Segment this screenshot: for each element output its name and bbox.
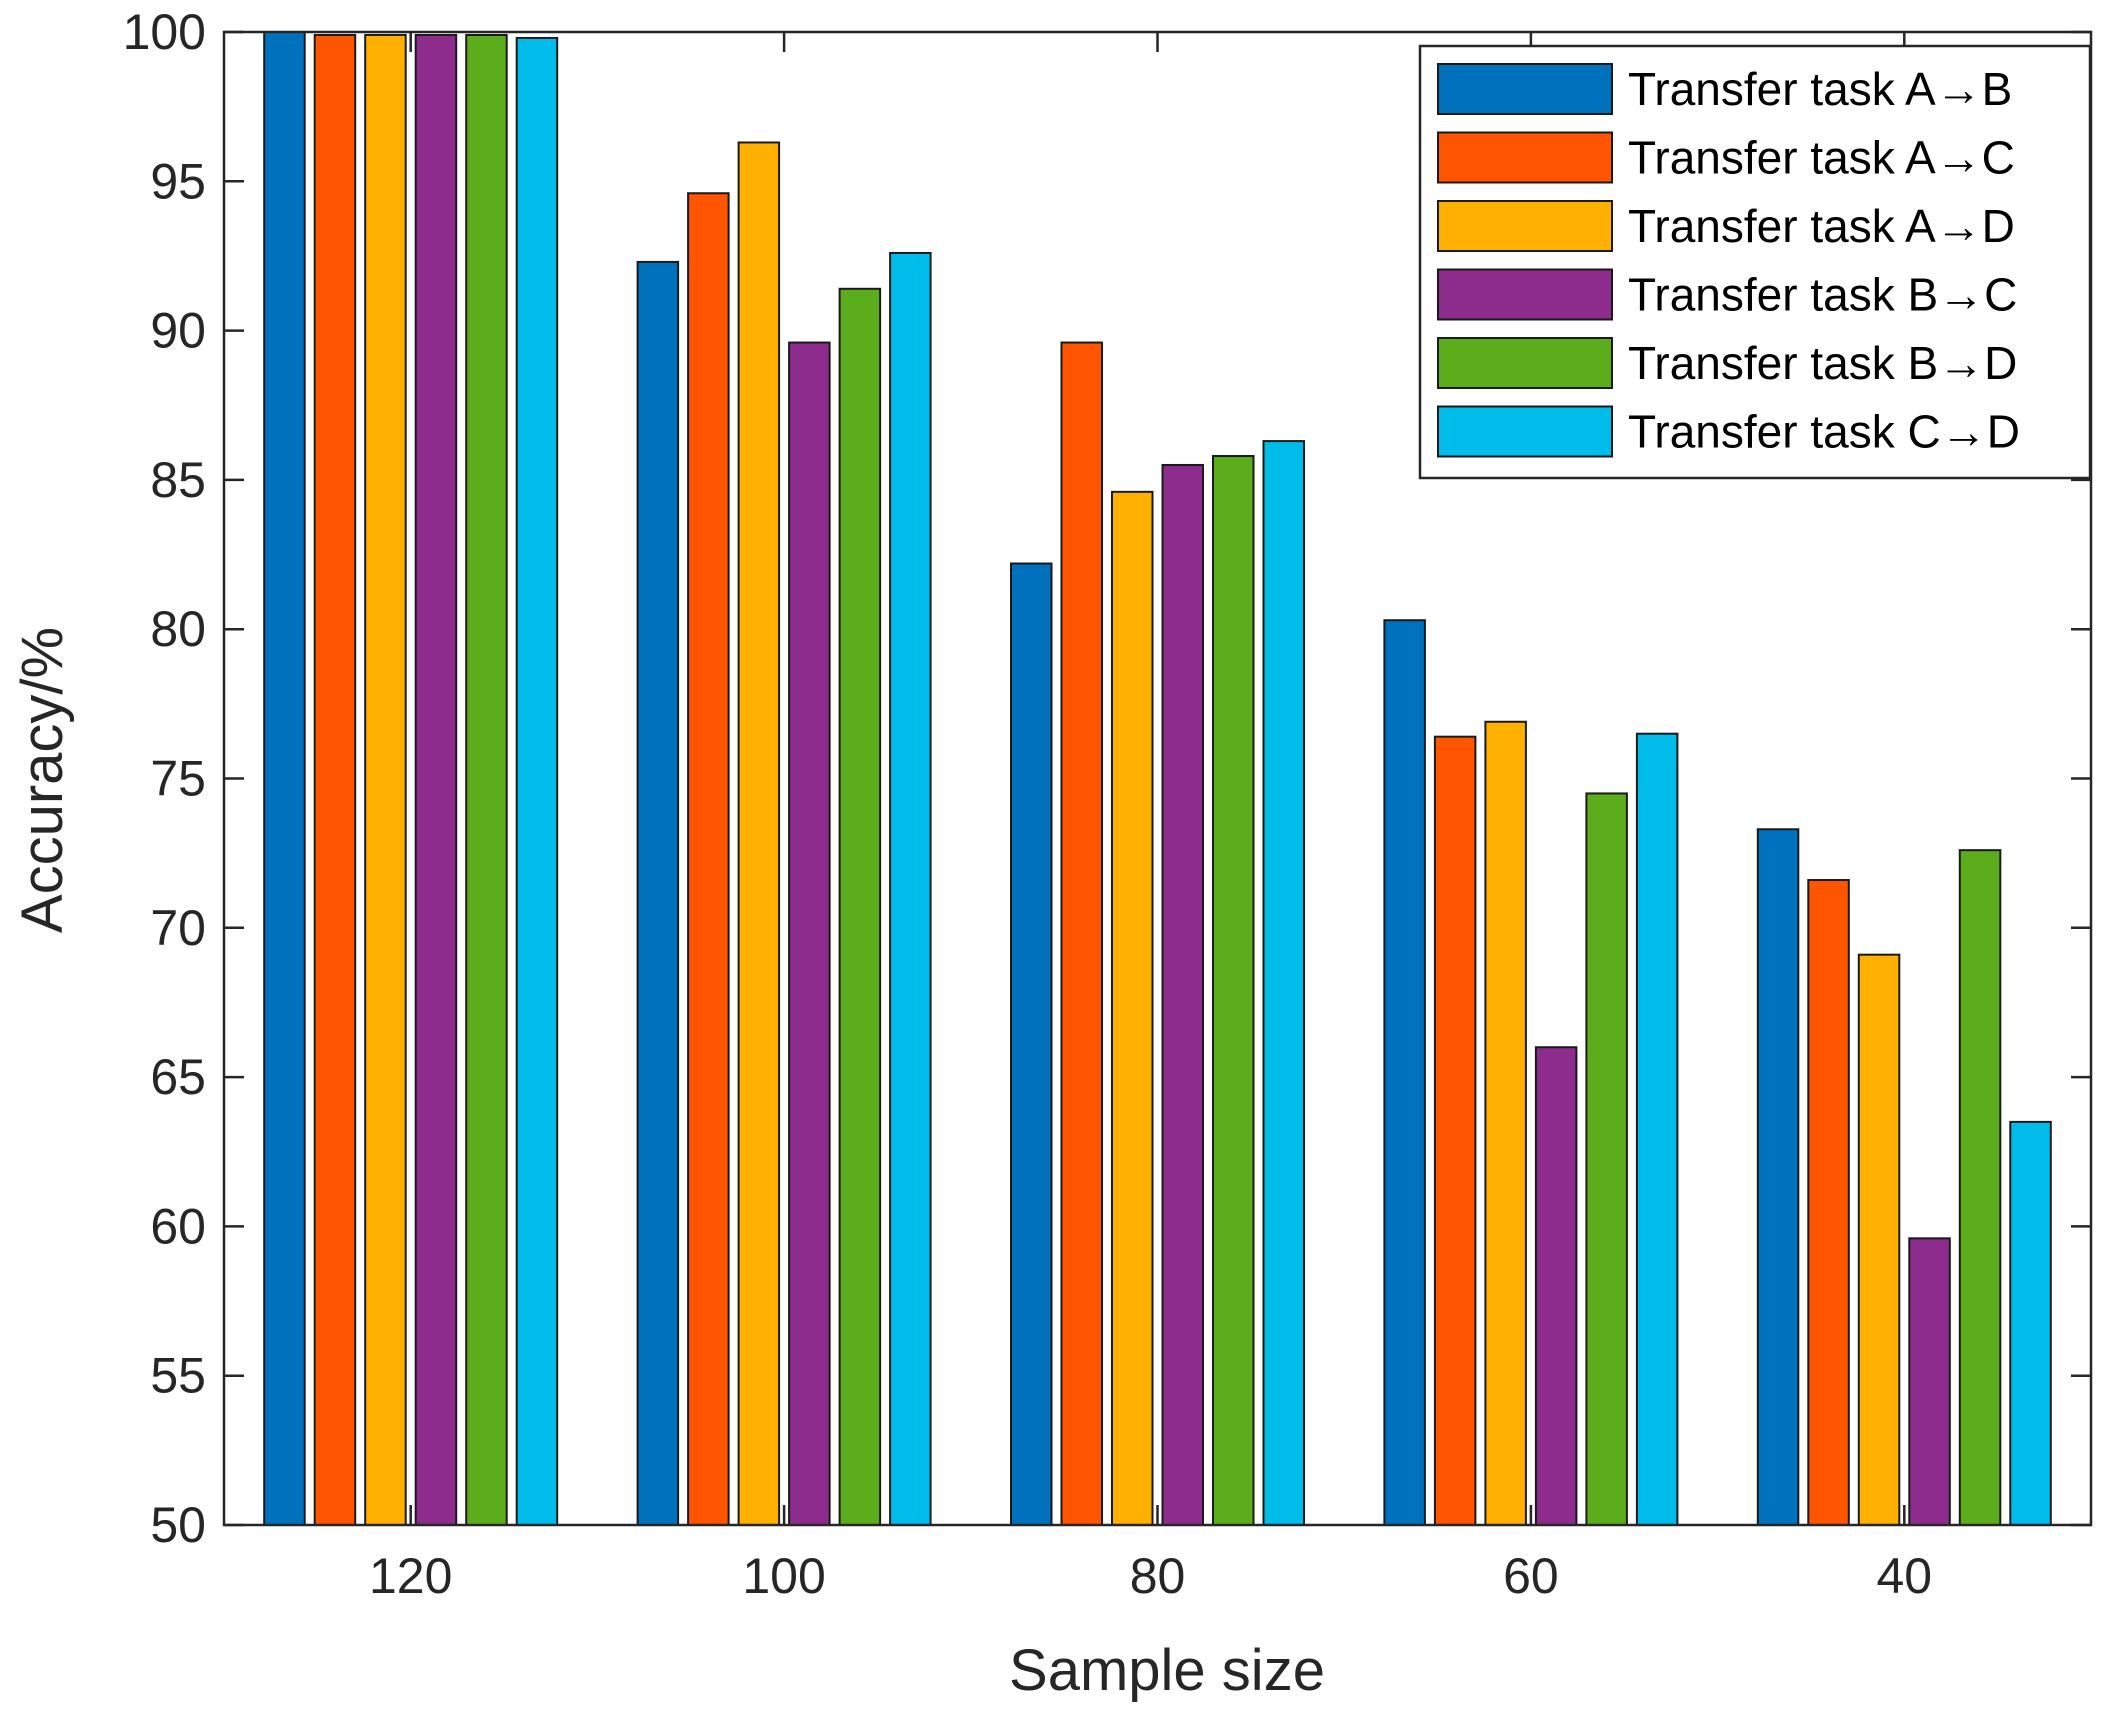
y-tick-label: 60 (150, 1198, 206, 1254)
bar-120-series-2 (313, 33, 357, 1527)
bar-120-series-5 (465, 33, 508, 1527)
bar-80-series-3 (1111, 490, 1154, 1526)
y-tick-label: 85 (150, 452, 206, 508)
legend-label-5: Transfer task B→D (1628, 337, 2017, 389)
x-tick-label: 80 (1130, 1548, 1186, 1604)
bar-40-series-6 (2009, 1120, 2052, 1526)
bar-120-series-3 (364, 33, 407, 1527)
x-tick-label: 100 (742, 1548, 825, 1604)
x-axis-title: Sample size (1009, 1638, 1325, 1703)
legend: Transfer task A→B Transfer task A→C Transf… (1418, 44, 2092, 480)
x-tick-label: 40 (1876, 1548, 1932, 1604)
bar-80-series-4 (1161, 463, 1204, 1527)
legend-label-4: Transfer task B→C (1628, 269, 2017, 321)
y-tick-label: 65 (150, 1049, 206, 1105)
axes-group: 50 55 60 65 70 75 80 85 90 95 100 120 100 80 60 40 (123, 4, 2093, 1604)
x-tick-label: 120 (369, 1548, 452, 1604)
legend-swatch-5 (1437, 337, 1613, 389)
y-tick-label: 80 (150, 601, 206, 657)
bar-80-series-2 (1060, 341, 1103, 1527)
y-tick-label: 95 (150, 153, 206, 209)
legend-swatch-2 (1437, 131, 1613, 184)
bar-40-series-4 (1908, 1237, 1951, 1526)
bar-60-series-4 (1534, 1046, 1578, 1526)
y-tick-label: 55 (150, 1348, 206, 1404)
legend-label-3: Transfer task A→D (1628, 200, 2015, 252)
bar-60-series-5 (1585, 792, 1628, 1526)
bar-40-series-1 (1756, 828, 1800, 1526)
bar-100-series-6 (889, 251, 932, 1527)
bar-100-series-3 (737, 141, 781, 1526)
bar-60-series-2 (1433, 735, 1477, 1526)
bar-40-series-3 (1857, 953, 1901, 1526)
y-axis-title: Accuracy/% (10, 627, 75, 933)
bar-80-series-5 (1212, 455, 1255, 1527)
bar-120-series-6 (515, 36, 559, 1526)
y-tick-label: 75 (150, 751, 206, 807)
legend-swatch-6 (1437, 405, 1613, 458)
bar-100-series-5 (838, 287, 882, 1526)
legend-label-2: Transfer task A→C (1628, 132, 2015, 184)
legend-label-1: Transfer task A→B (1628, 63, 2012, 115)
bar-80-series-6 (1262, 440, 1305, 1526)
bar-120-series-1 (263, 31, 306, 1526)
bar-120-series-4 (414, 33, 458, 1527)
bar-40-series-5 (1958, 849, 2002, 1526)
x-tick-label: 60 (1503, 1548, 1559, 1604)
legend-swatch-4 (1437, 268, 1613, 321)
y-tick-label: 50 (150, 1497, 206, 1553)
legend-swatch-3 (1437, 200, 1613, 252)
legend-swatch-1 (1437, 63, 1613, 115)
bar-60-series-1 (1383, 619, 1426, 1526)
y-tick-label: 90 (150, 303, 206, 359)
bars-group (263, 31, 2052, 1527)
y-tick-label: 70 (150, 900, 206, 956)
bar-100-series-2 (687, 192, 730, 1526)
bar-40-series-2 (1807, 879, 1850, 1526)
y-tick-label: 100 (123, 4, 206, 60)
bar-80-series-1 (1010, 562, 1053, 1526)
bar-100-series-4 (788, 341, 831, 1527)
bar-60-series-3 (1484, 720, 1527, 1526)
bar-60-series-6 (1635, 732, 1679, 1526)
legend-label-6: Transfer task C→D (1628, 406, 2020, 458)
bar-100-series-1 (636, 260, 680, 1526)
